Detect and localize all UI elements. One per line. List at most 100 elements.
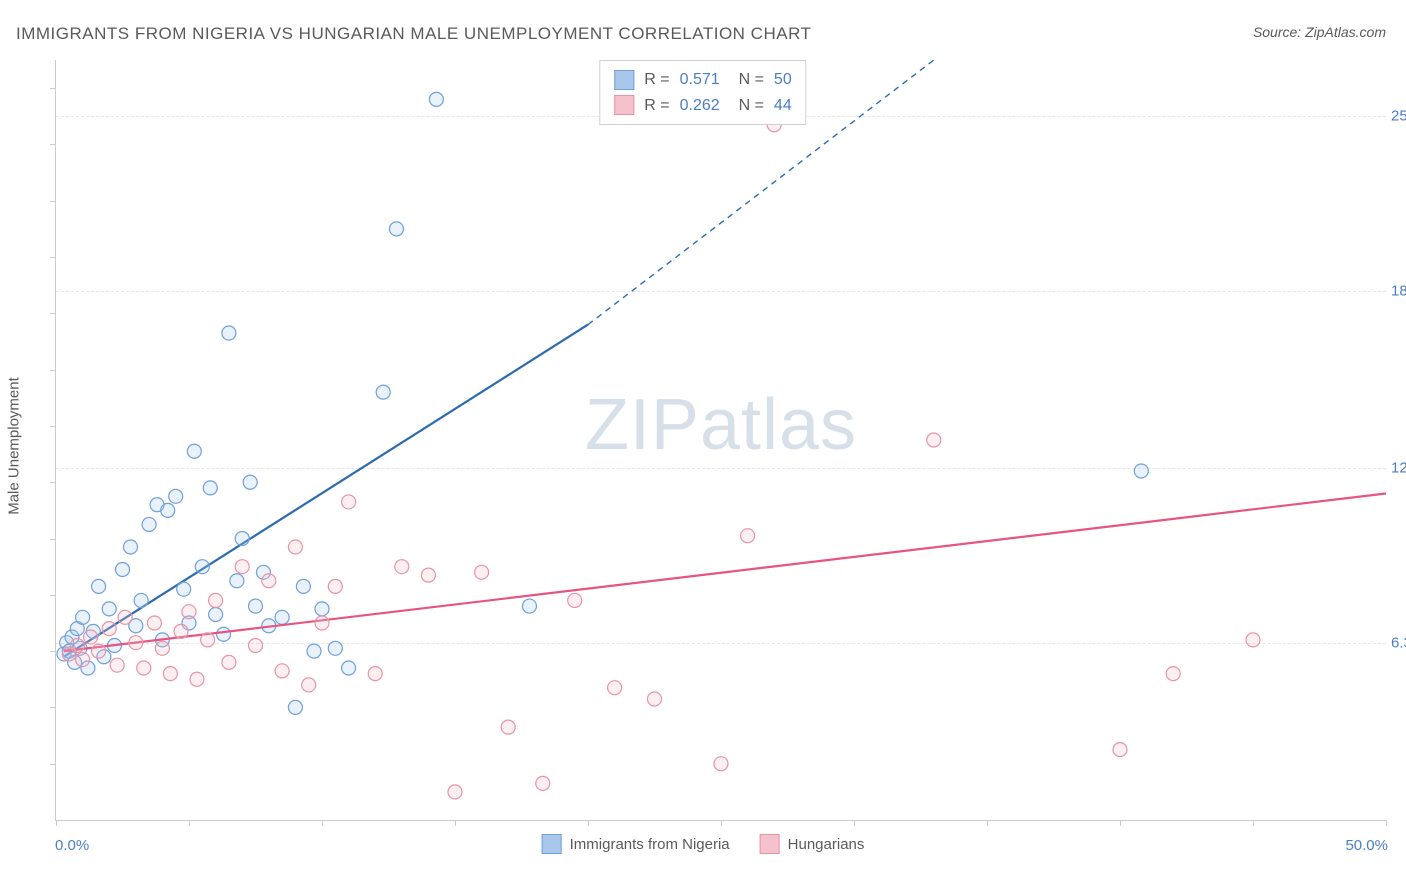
data-point-hungarians	[475, 565, 489, 579]
data-point-hungarians	[315, 616, 329, 630]
data-point-hungarians	[84, 630, 98, 644]
data-point-hungarians	[275, 664, 289, 678]
data-point-nigeria	[116, 562, 130, 576]
chart-svg	[56, 60, 1386, 820]
data-point-nigeria	[1134, 464, 1148, 478]
data-point-hungarians	[70, 638, 84, 652]
data-point-hungarians	[174, 624, 188, 638]
data-point-nigeria	[275, 610, 289, 624]
data-point-hungarians	[568, 593, 582, 607]
legend-swatch	[542, 834, 562, 854]
data-point-hungarians	[421, 568, 435, 582]
data-point-hungarians	[328, 579, 342, 593]
x-max-label: 50.0%	[1345, 837, 1388, 854]
chart-title: IMMIGRANTS FROM NIGERIA VS HUNGARIAN MAL…	[16, 24, 811, 44]
data-point-hungarians	[288, 540, 302, 554]
data-point-hungarians	[76, 653, 90, 667]
data-point-nigeria	[307, 644, 321, 658]
data-point-hungarians	[1246, 633, 1260, 647]
data-point-hungarians	[262, 574, 276, 588]
data-point-hungarians	[648, 692, 662, 706]
data-point-nigeria	[177, 582, 191, 596]
data-point-hungarians	[137, 661, 151, 675]
data-point-hungarians	[110, 658, 124, 672]
x-tick	[322, 820, 323, 826]
y-tick-label: 25.0%	[1391, 108, 1406, 125]
y-tick-label: 12.5%	[1391, 460, 1406, 477]
data-point-hungarians	[182, 605, 196, 619]
data-point-nigeria	[123, 540, 137, 554]
legend-swatch	[760, 834, 780, 854]
legend-r-label: R =	[644, 67, 669, 93]
data-point-hungarians	[395, 560, 409, 574]
data-point-nigeria	[92, 579, 106, 593]
data-point-hungarians	[501, 720, 515, 734]
data-point-hungarians	[608, 681, 622, 695]
data-point-hungarians	[118, 610, 132, 624]
y-tick-label: 18.8%	[1391, 282, 1406, 299]
data-point-hungarians	[1113, 743, 1127, 757]
legend-r-value: 0.571	[680, 67, 720, 93]
data-point-hungarians	[147, 616, 161, 630]
data-point-nigeria	[249, 599, 263, 613]
data-point-hungarians	[129, 636, 143, 650]
plot-area: ZIPatlas 6.3%12.5%18.8%25.0%	[55, 60, 1386, 821]
correlation-legend: R = 0.571 N = 50R = 0.262 N = 44	[599, 60, 806, 125]
legend-n-value: 44	[774, 93, 792, 119]
legend-item-hungarians: Hungarians	[760, 834, 865, 854]
data-point-hungarians	[201, 633, 215, 647]
data-point-hungarians	[190, 672, 204, 686]
x-origin-label: 0.0%	[55, 837, 89, 854]
data-point-nigeria	[376, 385, 390, 399]
data-point-nigeria	[288, 700, 302, 714]
data-point-nigeria	[235, 532, 249, 546]
data-point-hungarians	[222, 655, 236, 669]
data-point-nigeria	[142, 517, 156, 531]
data-point-nigeria	[230, 574, 244, 588]
data-point-hungarians	[448, 785, 462, 799]
data-point-nigeria	[315, 602, 329, 616]
x-tick	[1386, 820, 1387, 826]
legend-label: Hungarians	[788, 836, 865, 853]
data-point-hungarians	[92, 644, 106, 658]
data-point-hungarians	[927, 433, 941, 447]
x-tick	[987, 820, 988, 826]
data-point-nigeria	[195, 560, 209, 574]
data-point-hungarians	[1166, 667, 1180, 681]
y-axis-label: Male Unemployment	[6, 377, 23, 515]
legend-swatch	[614, 95, 634, 115]
data-point-hungarians	[741, 529, 755, 543]
legend-label: Immigrants from Nigeria	[570, 836, 730, 853]
data-point-hungarians	[209, 593, 223, 607]
x-tick	[588, 820, 589, 826]
legend-n-label: N =	[730, 93, 764, 119]
x-tick	[189, 820, 190, 826]
data-point-hungarians	[235, 560, 249, 574]
data-point-nigeria	[342, 661, 356, 675]
x-tick	[1253, 820, 1254, 826]
data-point-hungarians	[249, 638, 263, 652]
x-tick	[1120, 820, 1121, 826]
series-legend: Immigrants from Nigeria Hungarians	[542, 834, 865, 854]
data-point-nigeria	[217, 627, 231, 641]
legend-row-hungarians: R = 0.262 N = 44	[614, 93, 791, 119]
data-point-nigeria	[203, 481, 217, 495]
x-tick	[455, 820, 456, 826]
y-tick-label: 6.3%	[1391, 634, 1406, 651]
data-point-hungarians	[342, 495, 356, 509]
data-point-nigeria	[389, 222, 403, 236]
legend-r-label: R =	[644, 93, 669, 119]
data-point-nigeria	[102, 602, 116, 616]
legend-n-label: N =	[730, 67, 764, 93]
data-point-hungarians	[714, 757, 728, 771]
x-tick	[854, 820, 855, 826]
data-point-nigeria	[222, 326, 236, 340]
data-point-nigeria	[187, 444, 201, 458]
data-point-nigeria	[134, 593, 148, 607]
data-point-hungarians	[163, 667, 177, 681]
legend-r-value: 0.262	[680, 93, 720, 119]
data-point-nigeria	[169, 489, 183, 503]
legend-item-nigeria: Immigrants from Nigeria	[542, 834, 730, 854]
x-tick	[721, 820, 722, 826]
legend-n-value: 50	[774, 67, 792, 93]
